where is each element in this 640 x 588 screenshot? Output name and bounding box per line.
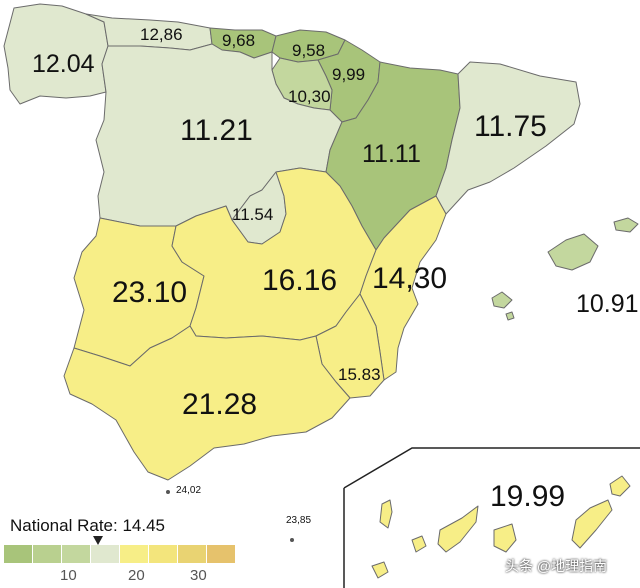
island-gran-canaria	[493, 523, 517, 553]
legend-swatch	[62, 545, 91, 563]
legend-tick-30: 30	[190, 567, 207, 584]
label-cantabria: 9,68	[222, 31, 256, 50]
island-tenerife	[437, 505, 479, 553]
island-fuerteventura	[571, 499, 613, 549]
region-murcia	[315, 293, 385, 399]
label-madrid: 11.54	[232, 205, 274, 224]
legend-tick-10: 10	[60, 567, 77, 584]
label-galicia: 12.04	[32, 50, 95, 78]
region-galicia	[3, 3, 109, 105]
national-rate-pointer	[93, 536, 103, 545]
region-valencia	[359, 195, 447, 381]
region-andalucia	[63, 325, 351, 481]
color-scale-legend	[4, 545, 236, 563]
island-la-gomera	[411, 535, 427, 553]
region-cataluna	[435, 61, 581, 215]
label-melilla: 23,85	[286, 515, 312, 526]
melilla-marker	[290, 538, 294, 542]
label-asturias: 12,86	[140, 25, 183, 44]
label-navarra: 9,99	[332, 65, 366, 84]
canary-inset-frame	[343, 447, 640, 588]
legend-swatch	[178, 545, 207, 563]
island-menorca	[613, 217, 639, 233]
ceuta-marker	[166, 490, 170, 494]
label-castilla-y-leon: 11.21	[180, 114, 253, 147]
national-rate-label: National Rate: 14.45	[10, 516, 165, 535]
watermark: 头条 @地理指南	[505, 558, 608, 574]
island-el-hierro	[371, 561, 389, 579]
label-castilla-la-mancha: 16.16	[262, 264, 338, 297]
island-formentera	[505, 311, 515, 321]
legend-tick-20: 20	[128, 567, 145, 584]
legend-swatch	[4, 545, 33, 563]
label-canarias: 19.99	[490, 480, 566, 513]
legend-swatch	[91, 545, 120, 563]
label-la-rioja: 10,30	[288, 87, 331, 106]
label-aragon: 11.11	[362, 140, 421, 168]
label-valencia: 14,30	[372, 262, 448, 295]
legend-swatch	[149, 545, 178, 563]
legend-swatch	[33, 545, 62, 563]
label-cataluna: 11.75	[474, 110, 547, 143]
label-andalucia: 21.28	[182, 388, 258, 421]
label-ceuta: 24,02	[176, 485, 202, 496]
island-ibiza	[491, 291, 513, 309]
label-murcia: 15.83	[338, 365, 381, 384]
legend-swatch	[207, 545, 236, 563]
label-extremadura: 23.10	[112, 276, 188, 309]
island-la-palma	[379, 499, 393, 529]
island-lanzarote	[609, 475, 631, 497]
label-baleares: 10.91	[576, 290, 639, 318]
island-mallorca	[547, 233, 599, 271]
legend-swatch	[120, 545, 149, 563]
label-pais-vasco: 9,58	[292, 41, 326, 60]
